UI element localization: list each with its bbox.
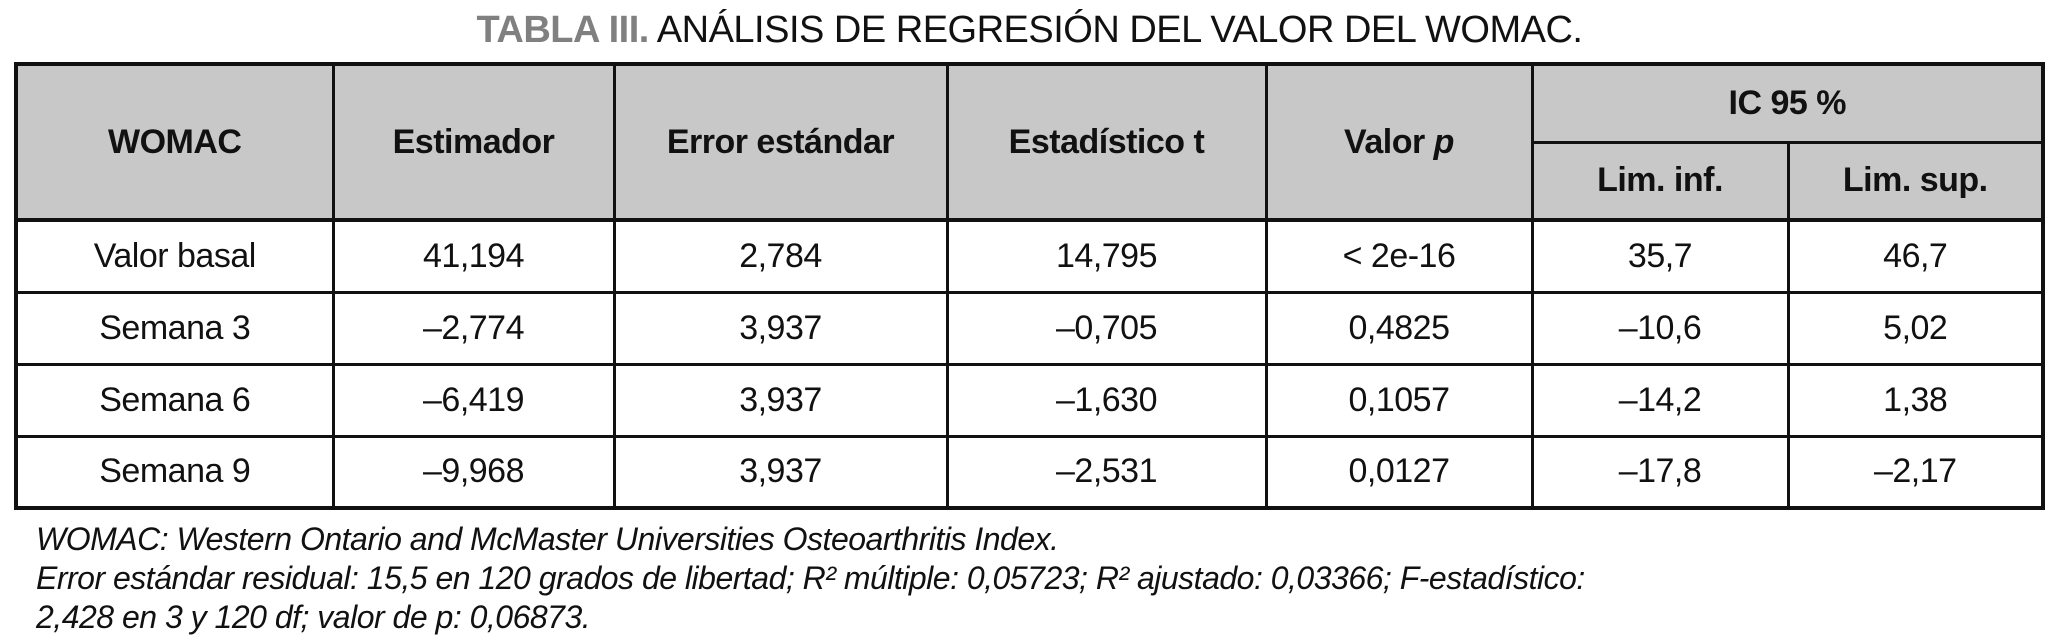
cell-lim-inf: –17,8 xyxy=(1530,434,1790,510)
valor-p-label: Valor xyxy=(1344,122,1425,161)
table-row-valor-basal: Valor basal 41,194 2,784 14,795 < 2e-16 … xyxy=(14,218,2045,294)
row-label: Semana 6 xyxy=(14,362,335,438)
cell-lim-sup: 46,7 xyxy=(1786,218,2045,294)
column-header-ic95: IC 95 % xyxy=(1530,62,2045,144)
cell-error-estandar: 3,937 xyxy=(612,290,949,366)
footnote-abbreviation: WOMAC: Western Ontario and McMaster Univ… xyxy=(36,521,1059,557)
column-header-estimador: Estimador xyxy=(331,62,616,222)
cell-error-estandar: 3,937 xyxy=(612,362,949,438)
cell-error-estandar: 2,784 xyxy=(612,218,949,294)
cell-estadistico-t: –1,630 xyxy=(945,362,1268,438)
cell-valor-p: < 2e-16 xyxy=(1264,218,1534,294)
table-title-tag: TABLA III. xyxy=(476,9,650,51)
column-header-womac: WOMAC xyxy=(14,62,335,222)
cell-lim-sup: 1,38 xyxy=(1786,362,2045,438)
cell-lim-inf: 35,7 xyxy=(1530,218,1790,294)
table-footnotes: WOMAC: Western Ontario and McMaster Univ… xyxy=(36,520,2059,637)
cell-estimador: –6,419 xyxy=(331,362,616,438)
column-header-lim-sup: Lim. sup. xyxy=(1786,140,2045,222)
header-row-top: WOMAC Estimador Error estándar Estadísti… xyxy=(14,62,2045,222)
column-header-valor-p: Valor p xyxy=(1264,62,1534,222)
row-label: Semana 3 xyxy=(14,290,335,366)
table-row-semana-9: Semana 9 –9,968 3,937 –2,531 0,0127 –17,… xyxy=(14,434,2045,510)
column-header-lim-inf: Lim. inf. xyxy=(1530,140,1790,222)
cell-lim-sup: 5,02 xyxy=(1786,290,2045,366)
p-symbol: p xyxy=(1433,122,1455,161)
cell-error-estandar: 3,937 xyxy=(612,434,949,510)
cell-lim-sup: –2,17 xyxy=(1786,434,2045,510)
cell-estadistico-t: –2,531 xyxy=(945,434,1268,510)
footnote-statistics-line2: 2,428 en 3 y 120 df; valor de p: 0,06873… xyxy=(36,599,591,635)
regression-table: WOMAC Estimador Error estándar Estadísti… xyxy=(14,62,2046,510)
cell-valor-p: 0,4825 xyxy=(1264,290,1534,366)
table-row-semana-6: Semana 6 –6,419 3,937 –1,630 0,1057 –14,… xyxy=(14,362,2045,438)
cell-estimador: –9,968 xyxy=(331,434,616,510)
header-row-sub: Lim. inf. Lim. sup. xyxy=(16,140,2045,222)
table-row-semana-3: Semana 3 –2,774 3,937 –0,705 0,4825 –10,… xyxy=(14,290,2045,366)
cell-estimador: –2,774 xyxy=(331,290,616,366)
footnote-statistics-line1: Error estándar residual: 15,5 en 120 gra… xyxy=(36,560,1585,596)
cell-estadistico-t: –0,705 xyxy=(945,290,1268,366)
table-title-text: ANÁLISIS DE REGRESIÓN DEL VALOR DEL WOMA… xyxy=(656,9,1583,51)
cell-lim-inf: –10,6 xyxy=(1530,290,1790,366)
cell-valor-p: 0,1057 xyxy=(1264,362,1534,438)
row-label: Valor basal xyxy=(14,218,335,294)
cell-estimador: 41,194 xyxy=(331,218,616,294)
table-title: TABLA III. ANÁLISIS DE REGRESIÓN DEL VAL… xyxy=(0,0,2059,52)
column-header-estadistico-t: Estadístico t xyxy=(945,62,1268,222)
cell-estadistico-t: 14,795 xyxy=(945,218,1268,294)
row-label: Semana 9 xyxy=(14,434,335,510)
cell-lim-inf: –14,2 xyxy=(1530,362,1790,438)
cell-valor-p: 0,0127 xyxy=(1264,434,1534,510)
column-header-error-estandar: Error estándar xyxy=(612,62,949,222)
